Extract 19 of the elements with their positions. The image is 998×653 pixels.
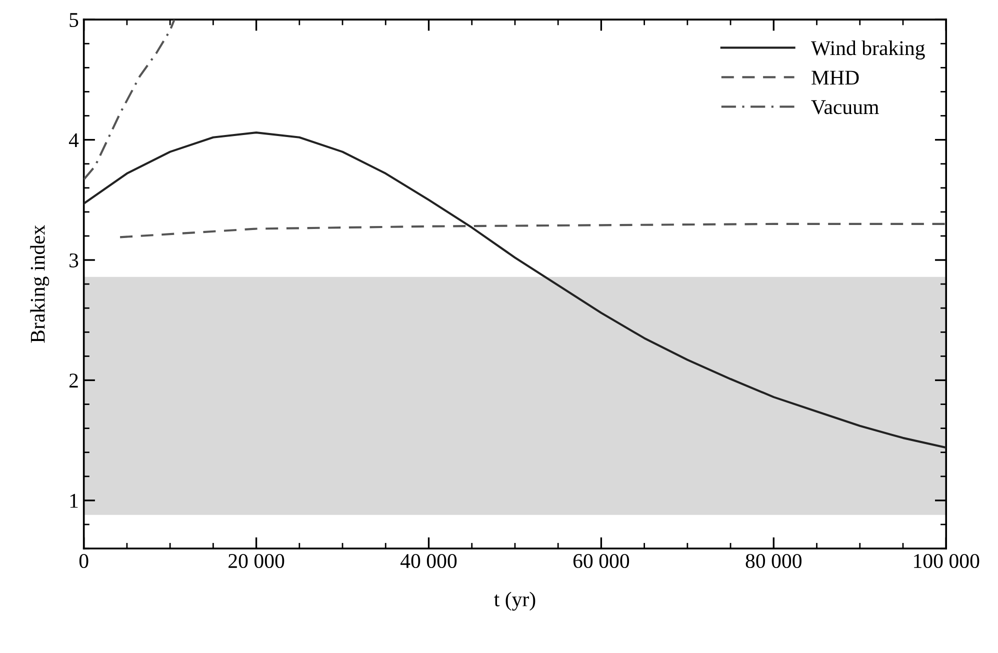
y-tick-label: 4 (68, 133, 79, 148)
y-tick-label: 5 (70, 13, 78, 28)
x-tick-label: 0 (79, 554, 88, 568)
x-axis-title: t (yr) (494, 592, 536, 611)
x-tick-label: 100 000 (914, 554, 980, 568)
y-tick-label: 2 (69, 374, 78, 388)
legend-label: MHD (812, 70, 859, 85)
legend-label: Vacuum (811, 100, 879, 114)
y-tick-label: 1 (70, 494, 78, 508)
x-tick-label: 20 000 (228, 554, 284, 568)
x-tick-label: 80 000 (746, 554, 802, 568)
x-tick-label: 60 000 (573, 554, 630, 568)
line-series (84, 132, 946, 449)
line-series (119, 222, 946, 238)
legend-label: Wind braking (810, 40, 925, 60)
y-tick-label: 3 (70, 253, 78, 268)
x-tick-label: 40 000 (400, 554, 457, 568)
y-axis-title: Braking index (30, 225, 50, 343)
line-series (84, 20, 176, 181)
